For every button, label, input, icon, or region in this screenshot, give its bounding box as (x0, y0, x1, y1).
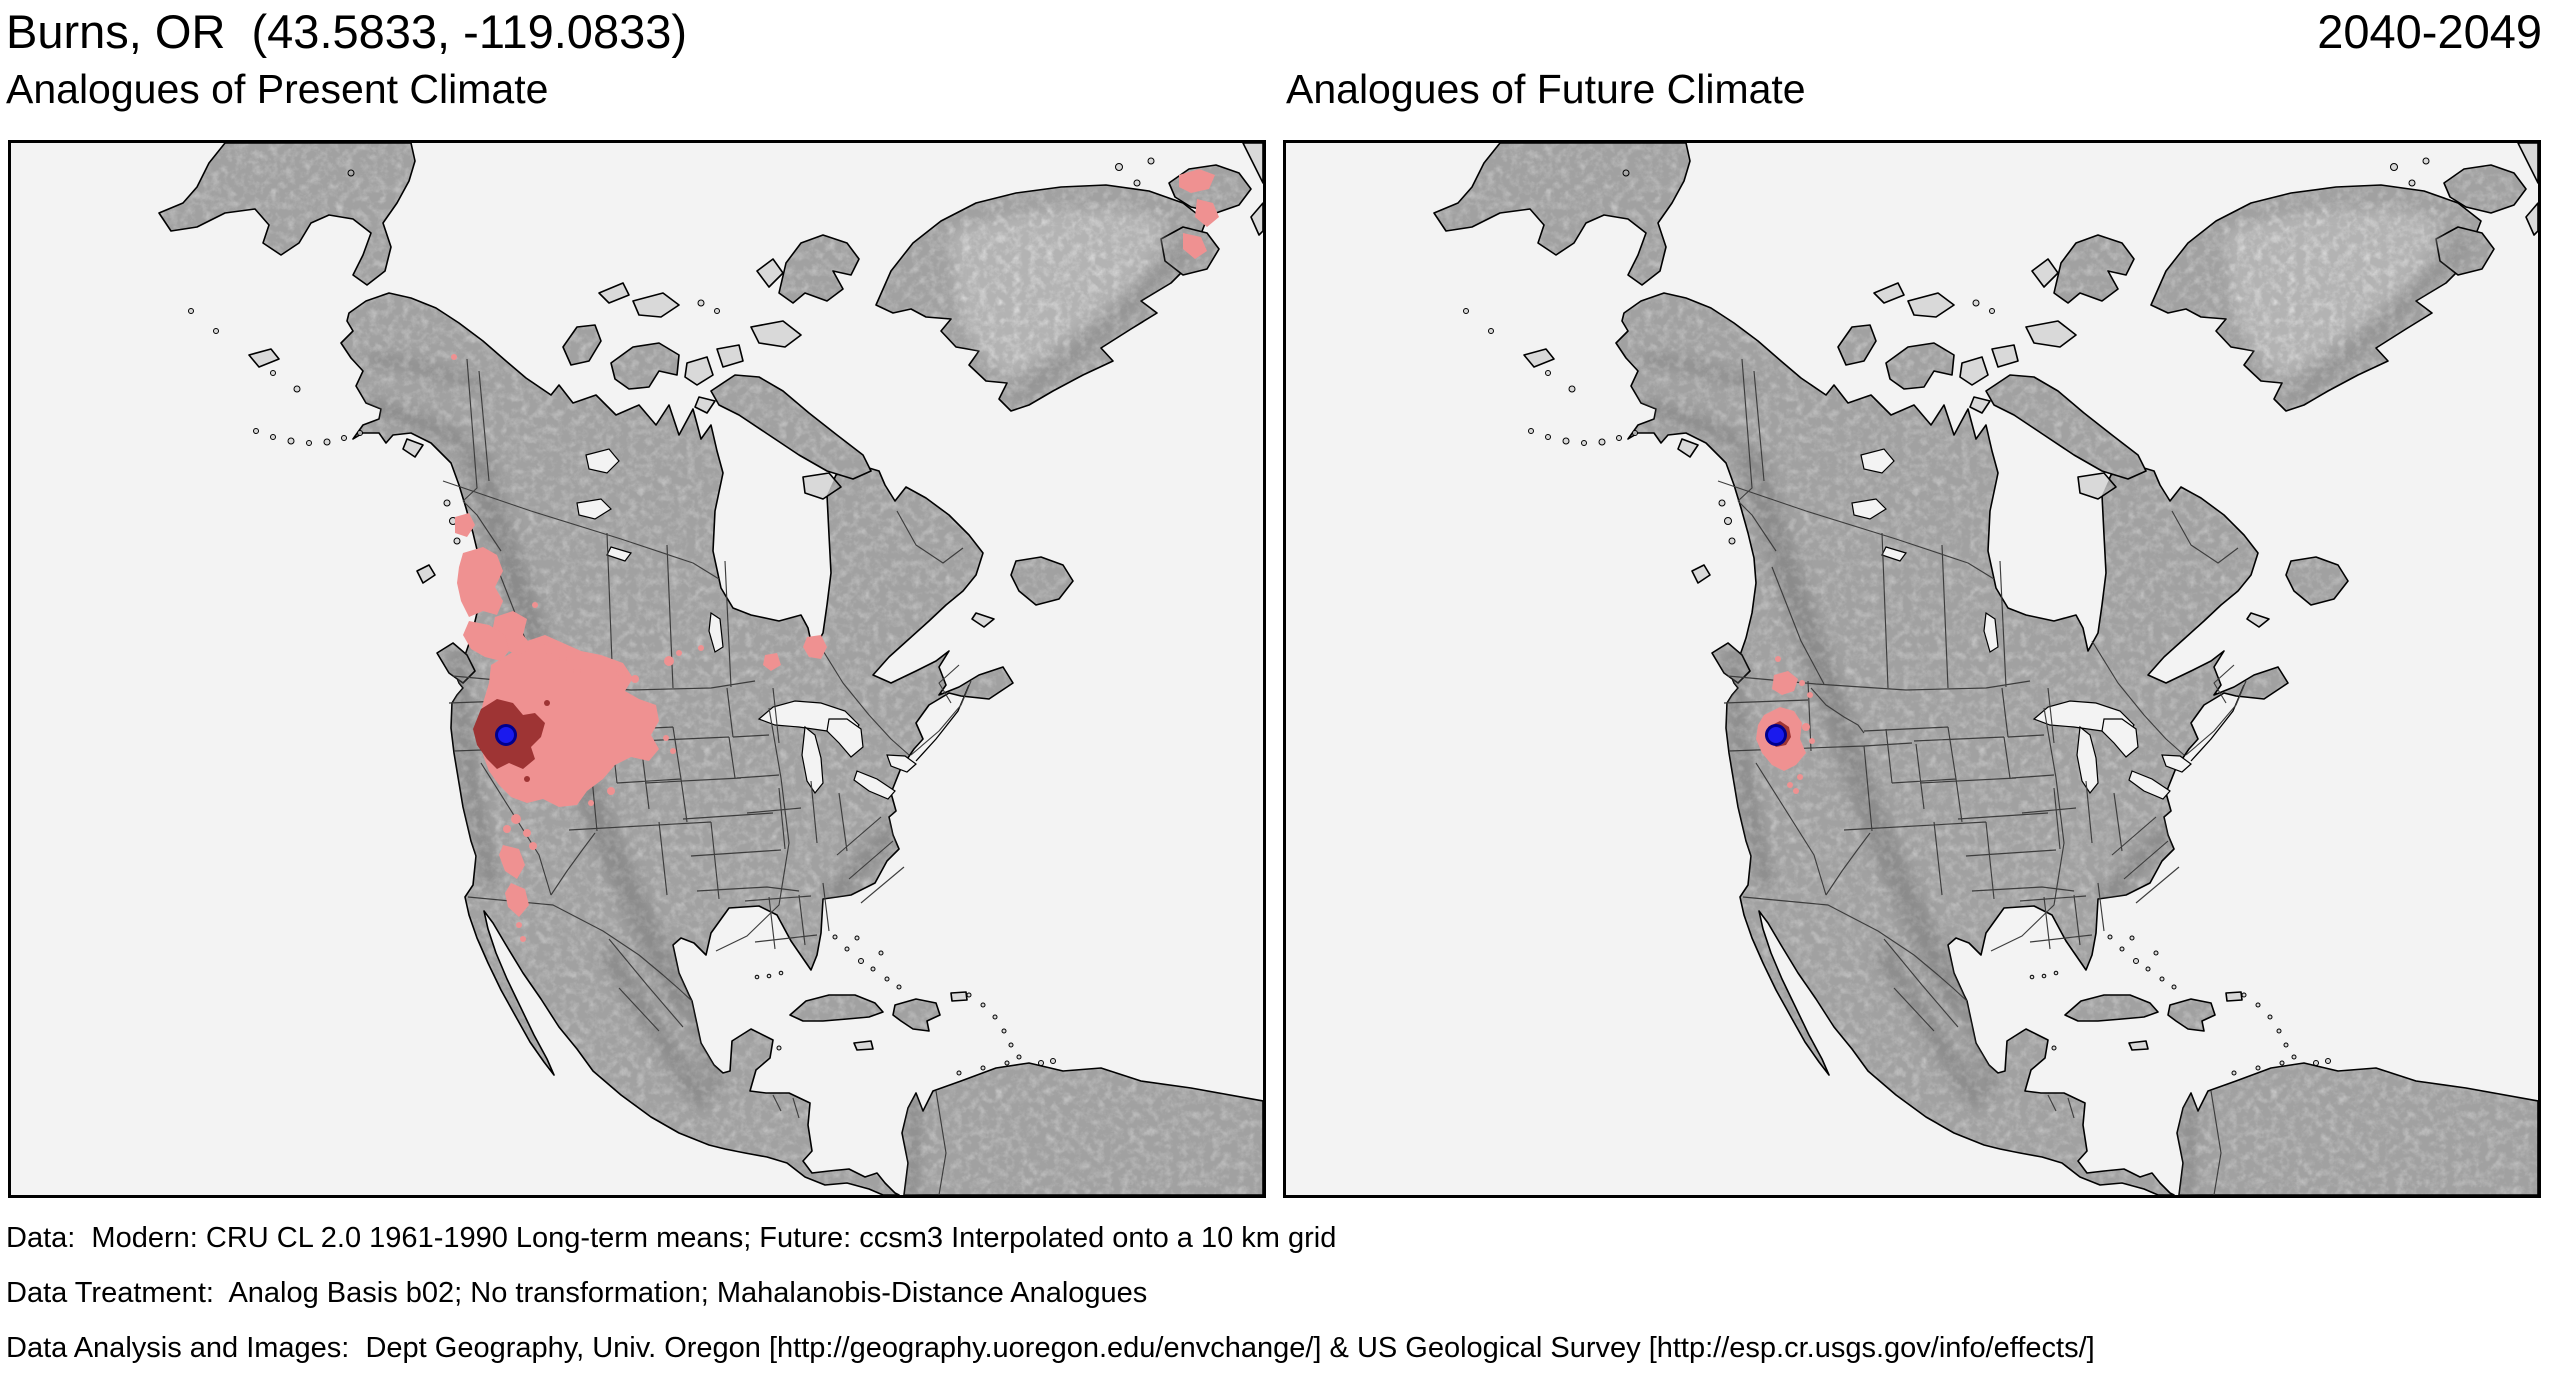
map-future-climate (1283, 140, 2541, 1198)
map-present-climate (8, 140, 1266, 1198)
period-label: 2040-2049 (2317, 5, 2542, 58)
location-marker-present (495, 724, 517, 746)
page-title: Burns, OR (43.5833, -119.0833) (6, 5, 688, 58)
footer-data-treatment: Data Treatment: Analog Basis b02; No tra… (6, 1277, 1148, 1309)
location-marker-future (1765, 724, 1787, 746)
footer-data-source: Data: Modern: CRU CL 2.0 1961-1990 Long-… (6, 1222, 1337, 1254)
subtitle-future-climate: Analogues of Future Climate (1286, 66, 1806, 112)
subtitle-present-climate: Analogues of Present Climate (6, 66, 549, 112)
footer-credits: Data Analysis and Images: Dept Geography… (6, 1332, 2095, 1364)
